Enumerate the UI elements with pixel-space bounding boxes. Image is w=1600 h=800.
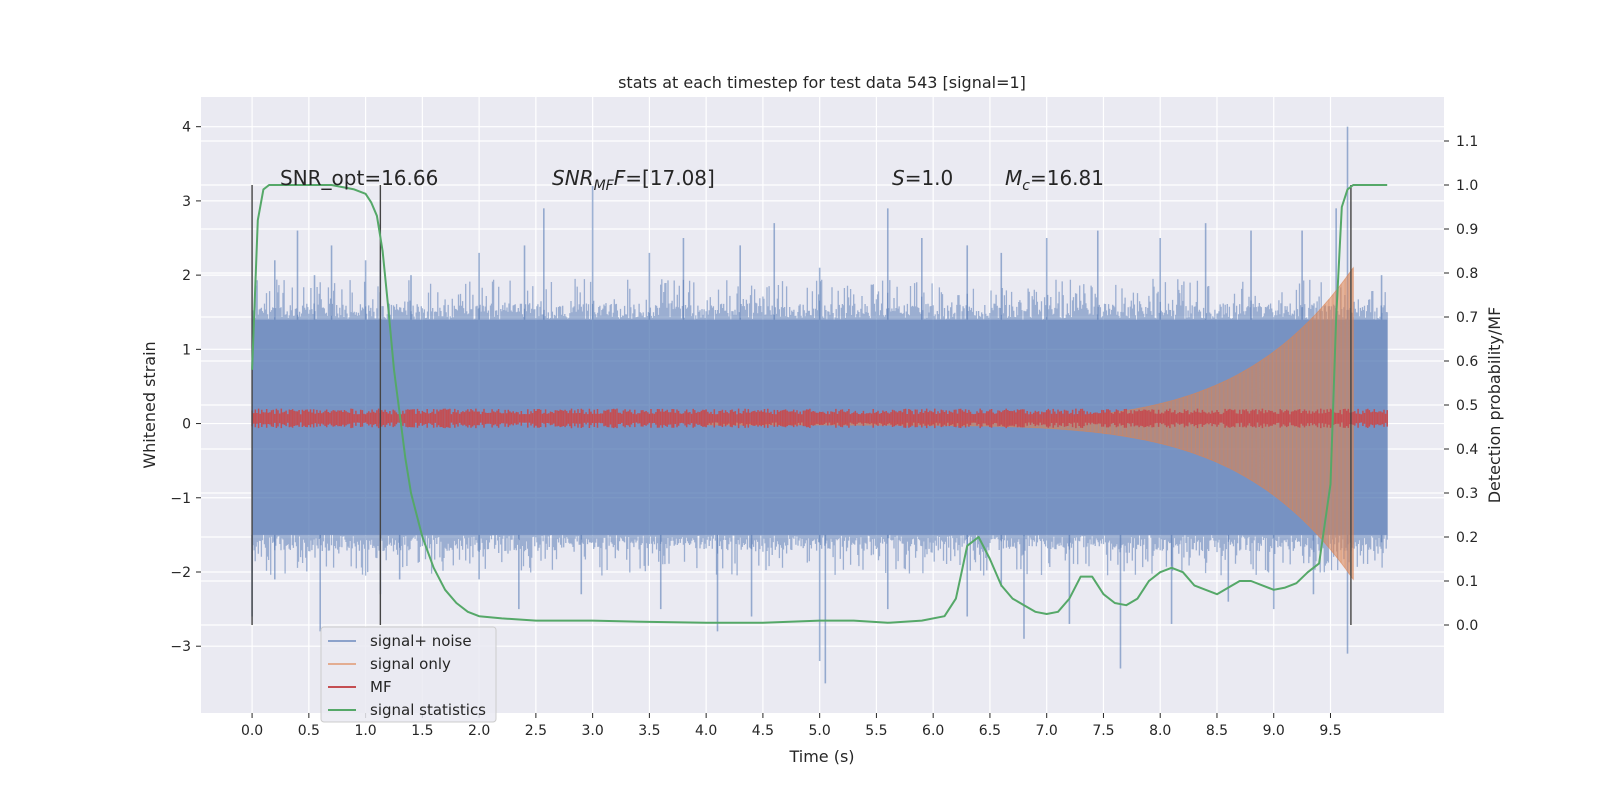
legend-box xyxy=(320,626,497,723)
x-axis-label: Time (s) xyxy=(788,747,854,766)
annotation-snr-mf: SNRMFF=[17.08] xyxy=(552,166,715,194)
annotation-mc: Mc=16.81 xyxy=(1005,166,1104,194)
vertical-markers xyxy=(251,185,1352,625)
mc-subscript: c xyxy=(1022,178,1030,194)
x-tick-label: 7.5 xyxy=(1092,723,1114,739)
y2-tick-label: 0.0 xyxy=(1456,618,1478,634)
x-tick-label: 3.0 xyxy=(581,723,603,739)
snr-mf-value: =[17.08] xyxy=(625,166,715,190)
mc-symbol: M xyxy=(1005,166,1022,190)
x-tick-label: 2.0 xyxy=(468,723,490,739)
x-tick-label: 1.0 xyxy=(354,723,376,739)
y2-tick-label: 0.5 xyxy=(1456,398,1478,414)
x-tick-label: 1.5 xyxy=(411,723,433,739)
y2-tick-label: 1.1 xyxy=(1456,134,1478,150)
y2-tick-label: 1.0 xyxy=(1456,178,1478,194)
y2-tick-label: 0.1 xyxy=(1456,574,1478,590)
x-tick-label: 7.0 xyxy=(1036,723,1058,739)
y2-tick-label: 0.4 xyxy=(1456,442,1478,458)
x-tick-label: 6.0 xyxy=(922,723,944,739)
annotation-snr-opt: SNR_opt=16.66 xyxy=(280,166,438,190)
x-tick-label: 3.5 xyxy=(638,723,660,739)
s-value: =1.0 xyxy=(905,166,954,190)
s-symbol: S xyxy=(892,166,905,190)
series-signal-statistics xyxy=(251,184,1388,624)
y-tick-label: −3 xyxy=(170,639,191,655)
x-tick-label: 4.5 xyxy=(752,723,774,739)
x-tick-label: 5.0 xyxy=(809,723,831,739)
y-tick-label: 4 xyxy=(182,120,191,136)
x-tick-label: 8.5 xyxy=(1206,723,1228,739)
x-tick-label: 5.5 xyxy=(865,723,887,739)
y2-ticks: 1.1 1.0 0.9 0.8 0.7 0.6 0.5 0.4 0.3 0.2 0.1 0.0 xyxy=(1444,134,1478,634)
y2-tick-label: 0.3 xyxy=(1456,486,1478,502)
y-axis-label: Whitened strain xyxy=(140,341,159,468)
y2-tick-label: 0.6 xyxy=(1456,354,1478,370)
y-tick-label: −2 xyxy=(170,565,191,581)
x-tick-label: 0.0 xyxy=(241,723,263,739)
x-tick-label: 8.0 xyxy=(1149,723,1171,739)
y-tick-label: −1 xyxy=(170,491,191,507)
chart-title: stats at each timestep for test data 543… xyxy=(618,73,1026,92)
y2-axis-label: Detection probability/MF xyxy=(1485,307,1504,504)
y-tick-label: 1 xyxy=(182,342,191,358)
statistics-line xyxy=(251,184,1388,624)
y-tick-label: 3 xyxy=(182,194,191,210)
y-ticks: 4 3 2 1 0 −1 −2 −3 xyxy=(170,120,201,655)
legend-label: signal+ noise xyxy=(370,632,472,650)
legend-label: MF xyxy=(370,678,392,696)
x-tick-label: 0.5 xyxy=(298,723,320,739)
y-tick-label: 0 xyxy=(182,417,191,433)
x-tick-label: 2.5 xyxy=(525,723,547,739)
y2-tick-label: 0.7 xyxy=(1456,310,1478,326)
y2-tick-label: 0.9 xyxy=(1456,222,1478,238)
x-ticks: 0.0 0.5 1.0 1.5 2.0 2.5 3.0 3.5 4.0 4.5 5.0 5.5 6.0 6… xyxy=(241,713,1342,739)
mc-value: =16.81 xyxy=(1030,166,1104,190)
y2-tick-label: 0.8 xyxy=(1456,266,1478,282)
y-tick-label: 2 xyxy=(182,268,191,284)
annotation-s: S=1.0 xyxy=(892,166,953,190)
x-tick-label: 4.0 xyxy=(695,723,717,739)
snr-mf-subscript: MF xyxy=(594,178,615,194)
x-tick-label: 9.0 xyxy=(1263,723,1285,739)
snr-mf-symbol: SNR xyxy=(552,166,594,190)
legend-label: signal only xyxy=(370,655,451,673)
legend-label: signal statistics xyxy=(370,701,486,719)
snr-mf-f: F xyxy=(614,166,626,190)
x-tick-label: 9.5 xyxy=(1319,723,1341,739)
y2-tick-label: 0.2 xyxy=(1456,530,1478,546)
legend: signal+ noise signal only MF signal statist… xyxy=(320,626,497,723)
x-tick-label: 6.5 xyxy=(979,723,1001,739)
